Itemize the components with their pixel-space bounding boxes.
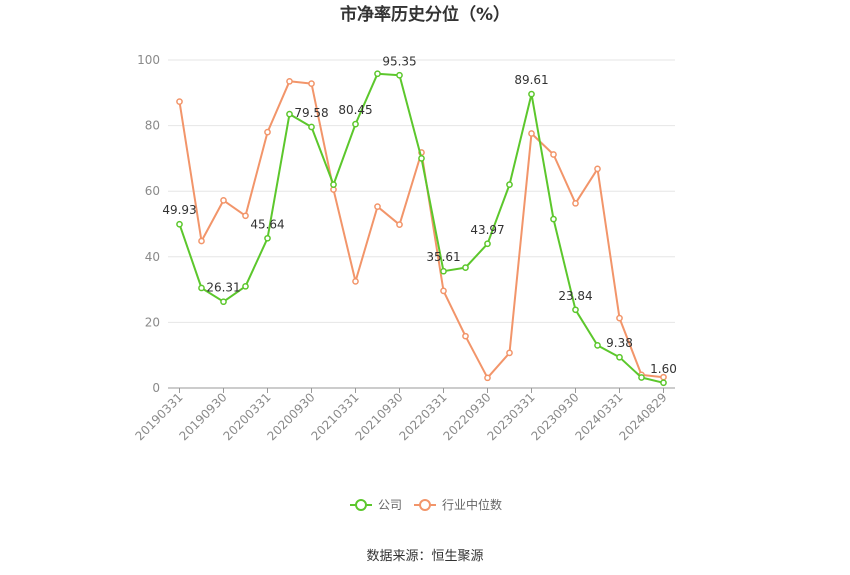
data-point[interactable] xyxy=(572,306,579,314)
data-point[interactable] xyxy=(264,128,271,136)
y-tick-label: 60 xyxy=(145,184,160,198)
data-point[interactable] xyxy=(330,181,337,188)
data-point[interactable] xyxy=(286,110,293,118)
data-point[interactable] xyxy=(440,267,447,275)
data-point[interactable] xyxy=(198,237,205,245)
data-point[interactable] xyxy=(396,71,403,79)
legend-item-company[interactable]: 公司 xyxy=(350,498,402,512)
data-point[interactable] xyxy=(352,120,359,128)
x-tick-label: 20240829 xyxy=(617,390,670,443)
data-point[interactable] xyxy=(638,374,645,381)
data-point[interactable] xyxy=(572,199,579,207)
data-point[interactable] xyxy=(242,282,249,290)
data-point[interactable] xyxy=(440,287,447,295)
data-label: 1.60 xyxy=(650,362,677,376)
data-point[interactable] xyxy=(506,181,513,188)
data-label: 26.31 xyxy=(206,281,240,295)
series-industry-median xyxy=(176,77,667,382)
data-point[interactable] xyxy=(286,77,293,85)
data-point[interactable] xyxy=(660,379,667,387)
data-label: 43.97 xyxy=(470,223,504,237)
data-label: 45.64 xyxy=(250,217,284,231)
data-label: 23.84 xyxy=(558,289,592,303)
data-point[interactable] xyxy=(374,70,381,78)
source-note: 数据来源：恒生聚源 xyxy=(366,549,483,564)
data-label: 80.45 xyxy=(338,103,372,117)
data-point[interactable] xyxy=(352,278,359,285)
legend-label: 公司 xyxy=(378,498,402,512)
y-tick-label: 80 xyxy=(145,119,160,133)
x-axis: 2019033120190930202003312020093020210331… xyxy=(133,387,675,443)
y-axis: 0 20 40 60 80 100 xyxy=(137,53,160,395)
data-point[interactable] xyxy=(396,221,403,229)
data-label: 89.61 xyxy=(514,73,548,87)
legend-marker xyxy=(419,499,431,511)
data-point[interactable] xyxy=(220,298,227,306)
data-point[interactable] xyxy=(528,90,535,98)
data-point[interactable] xyxy=(594,165,601,173)
data-point[interactable] xyxy=(198,284,205,292)
data-point[interactable] xyxy=(550,215,557,223)
data-point[interactable] xyxy=(176,220,183,228)
y-tick-label: 100 xyxy=(137,53,160,67)
data-labels: 49.93 26.31 45.64 79.58 80.45 95.35 35.61 43.97… xyxy=(162,54,677,376)
data-point[interactable] xyxy=(484,374,491,382)
legend-label: 行业中位数 xyxy=(442,497,502,512)
grid-lines xyxy=(168,59,675,323)
y-tick-label: 40 xyxy=(145,250,160,264)
data-point[interactable] xyxy=(594,342,601,349)
chart-title: 市净率历史分位（%） xyxy=(340,4,510,25)
legend-item-industry-median[interactable]: 行业中位数 xyxy=(414,497,502,512)
y-tick-label: 20 xyxy=(145,315,160,329)
data-point[interactable] xyxy=(616,314,623,322)
data-point[interactable] xyxy=(220,197,227,204)
series-company xyxy=(176,70,667,387)
data-point[interactable] xyxy=(264,234,271,242)
data-point[interactable] xyxy=(484,240,491,248)
legend[interactable]: 公司 行业中位数 xyxy=(350,497,502,512)
data-point[interactable] xyxy=(616,353,623,361)
data-label: 9.38 xyxy=(606,336,633,350)
data-point[interactable] xyxy=(418,155,425,162)
data-point[interactable] xyxy=(462,332,469,340)
data-point[interactable] xyxy=(308,123,315,131)
data-label: 49.93 xyxy=(162,203,196,217)
data-point[interactable] xyxy=(374,203,381,210)
data-point[interactable] xyxy=(528,130,535,137)
data-point[interactable] xyxy=(550,151,557,158)
legend-marker xyxy=(355,499,367,511)
data-label: 35.61 xyxy=(426,250,460,264)
data-point[interactable] xyxy=(176,98,183,106)
series-layer xyxy=(176,70,667,387)
data-point[interactable] xyxy=(242,212,249,220)
data-point[interactable] xyxy=(462,264,469,271)
data-label: 95.35 xyxy=(382,54,416,68)
data-point[interactable] xyxy=(506,349,513,357)
y-tick-label: 0 xyxy=(152,381,160,395)
data-point[interactable] xyxy=(308,80,315,87)
data-label: 79.58 xyxy=(294,106,328,120)
